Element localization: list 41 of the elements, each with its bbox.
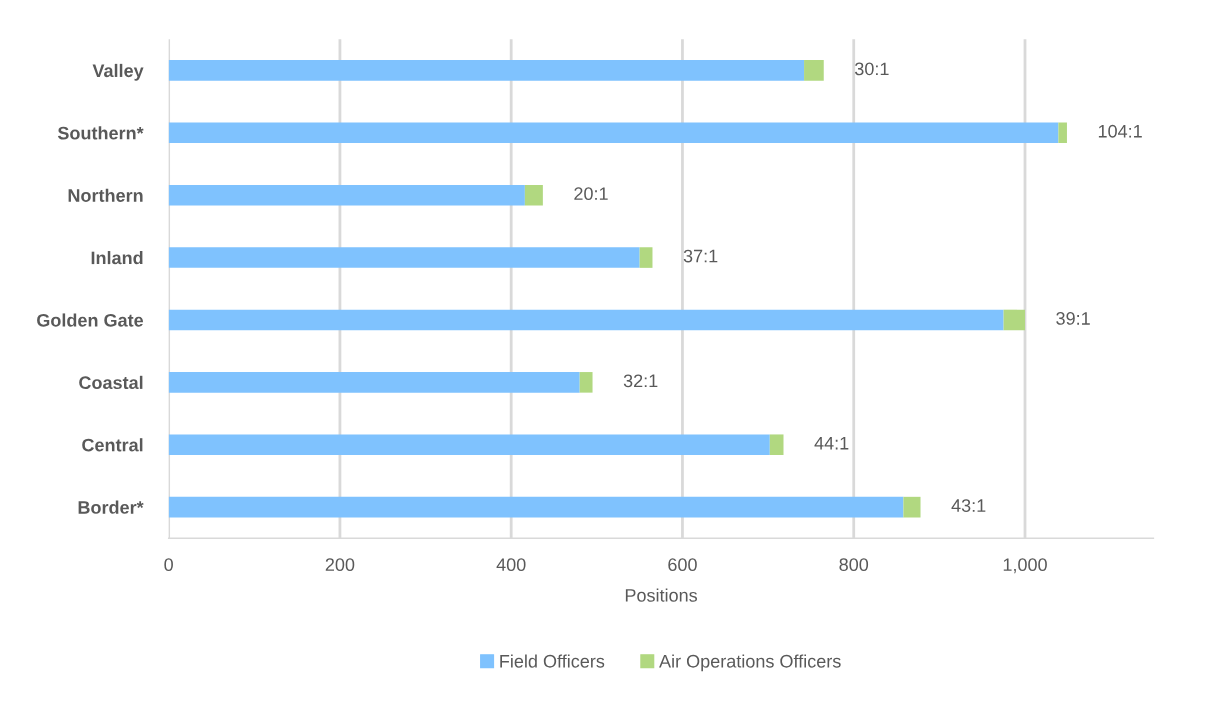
- y-tick-label: Inland: [91, 251, 143, 265]
- bar: [524, 184, 543, 206]
- y-tick-label: Coastal: [79, 375, 143, 390]
- data-label: 30:1: [855, 62, 889, 76]
- bar: [168, 184, 525, 206]
- bar: [579, 372, 593, 393]
- y-tick-label: Border*: [78, 500, 144, 514]
- y-tick-label: Valley: [92, 63, 144, 81]
- data-label: 43:1: [951, 499, 986, 512]
- bar: [168, 496, 904, 518]
- bar: [168, 247, 640, 268]
- data-label: 37:1: [683, 249, 718, 263]
- x-tick-label: 400: [496, 558, 526, 572]
- x-tick-label: 1,000: [1003, 558, 1047, 574]
- bar: [903, 496, 921, 518]
- y-tick-label: Central: [82, 438, 143, 452]
- y-tick-label: Northern: [68, 188, 143, 202]
- bar: [168, 122, 1059, 144]
- bar: [168, 372, 580, 393]
- bar: [1058, 122, 1067, 144]
- bar: [168, 309, 1004, 331]
- legend-label: Air Operations Officers: [659, 654, 841, 672]
- bar: [168, 434, 770, 456]
- bar: [769, 434, 784, 456]
- y-tick-label: Golden Gate: [37, 313, 144, 327]
- x-tick-label: 200: [325, 558, 355, 572]
- x-tick-label: 800: [839, 558, 869, 572]
- x-tick-label: 0: [164, 558, 173, 572]
- bar: [639, 247, 653, 268]
- x-tick-label: 600: [668, 558, 697, 572]
- bar: [804, 60, 824, 81]
- data-label: 44:1: [814, 436, 849, 450]
- data-label: 32:1: [623, 374, 658, 388]
- data-label: 39:1: [1056, 312, 1090, 325]
- data-label: 104:1: [1098, 124, 1142, 138]
- bar: [1003, 309, 1025, 331]
- y-tick-label: Southern*: [57, 126, 144, 140]
- bar: [168, 60, 805, 81]
- data-label: 20:1: [574, 187, 608, 201]
- x-axis-title: Positions: [625, 588, 698, 602]
- legend-label: Field Officers: [500, 654, 605, 668]
